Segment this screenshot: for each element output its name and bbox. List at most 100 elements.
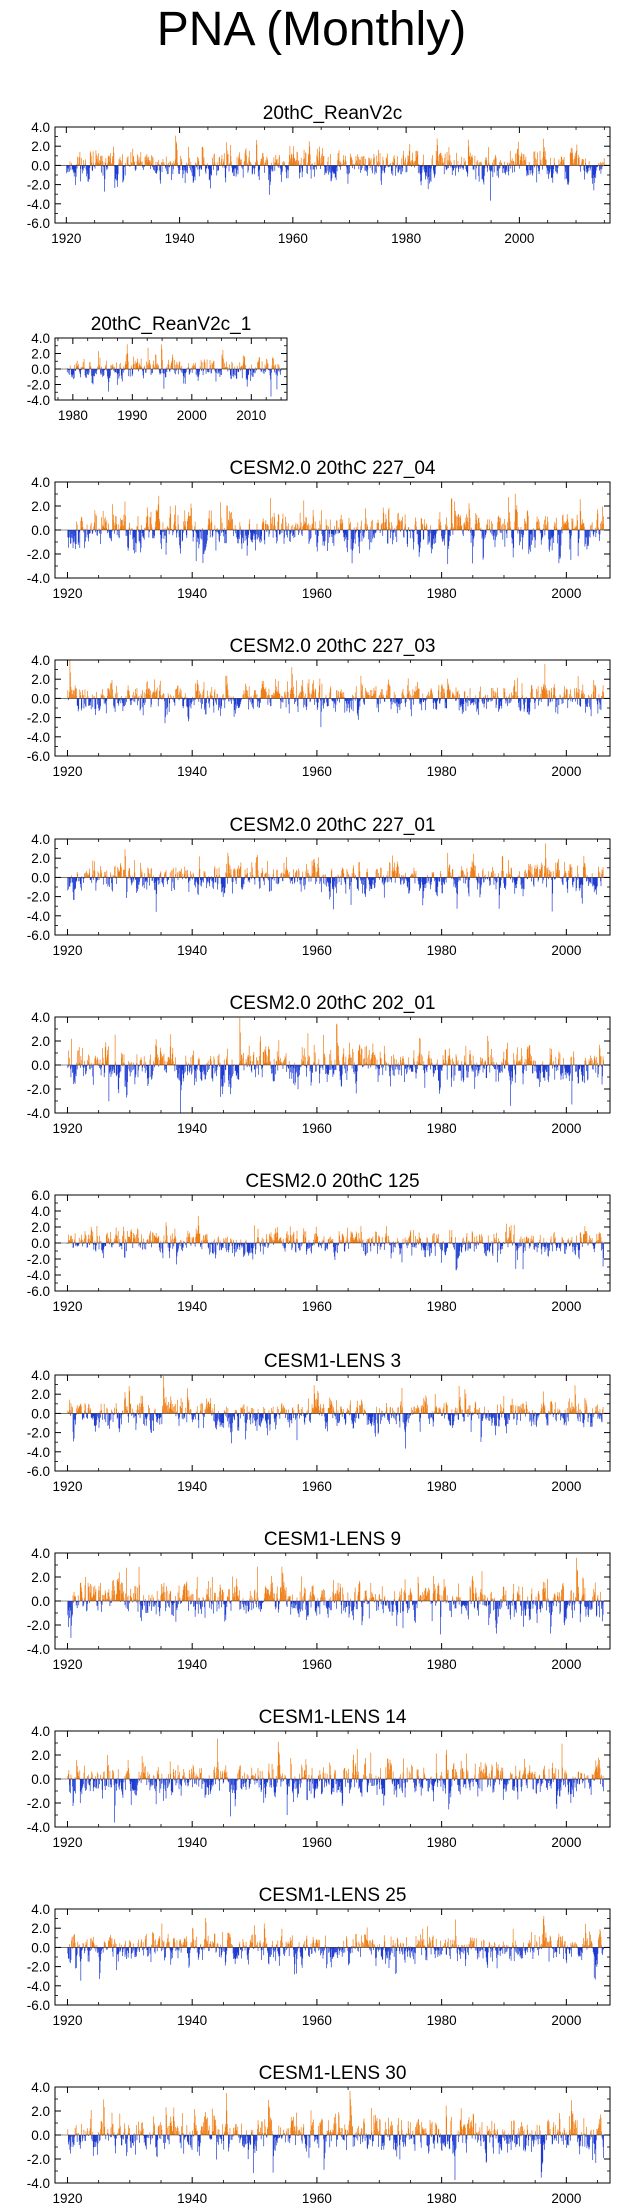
data-bar <box>116 530 118 536</box>
data-bar <box>92 151 94 166</box>
data-bar <box>199 165 201 170</box>
data-bar <box>344 530 346 540</box>
data-bar <box>460 876 462 878</box>
data-bar <box>245 530 247 536</box>
data-bar <box>402 877 403 880</box>
data-bar <box>340 689 342 699</box>
data-bar <box>585 530 587 538</box>
data-bar <box>333 530 335 546</box>
data-bar <box>347 165 349 184</box>
data-bar <box>257 165 259 177</box>
data-bar <box>449 689 451 699</box>
data-bar <box>104 165 105 192</box>
data-bar <box>165 369 166 378</box>
data-bar <box>196 690 198 699</box>
data-bar <box>561 877 563 883</box>
data-bar <box>321 153 323 166</box>
data-bar <box>289 877 291 884</box>
data-bar <box>359 159 361 166</box>
data-bar <box>369 530 371 543</box>
data-bar <box>583 523 585 530</box>
data-bar <box>514 877 516 886</box>
data-bar <box>474 165 475 167</box>
data-bar <box>109 530 110 538</box>
data-bar <box>167 527 169 530</box>
data-bar <box>376 876 378 878</box>
data-bar <box>588 530 590 537</box>
data-bar <box>453 693 454 699</box>
data-bar <box>512 695 514 699</box>
data-bar <box>143 530 145 539</box>
data-bar <box>549 698 551 703</box>
data-bar <box>231 363 233 369</box>
data-bar <box>444 530 445 546</box>
data-bar <box>108 530 110 533</box>
data-bar <box>203 369 204 371</box>
data-bar <box>174 698 175 703</box>
data-bar <box>234 165 236 169</box>
data-bar <box>353 865 354 878</box>
data-bar <box>235 165 237 177</box>
data-bar <box>191 507 192 530</box>
data-bar <box>392 162 394 166</box>
data-bar <box>242 877 244 888</box>
data-bar <box>190 515 191 530</box>
data-bar <box>444 530 446 535</box>
data-bar <box>568 698 570 700</box>
data-bar <box>106 165 108 171</box>
data-bar <box>123 698 125 707</box>
data-bar <box>502 530 504 540</box>
data-bar <box>260 369 262 372</box>
data-bar <box>565 873 567 878</box>
data-bar <box>603 516 604 530</box>
data-bar <box>253 694 255 699</box>
data-bar <box>478 873 479 878</box>
data-bar <box>144 157 146 166</box>
data-bar <box>143 530 145 540</box>
data-bar <box>425 698 427 702</box>
data-bar <box>494 877 495 880</box>
data-bar <box>177 872 178 878</box>
data-bar <box>495 692 496 699</box>
data-bar <box>559 530 560 557</box>
data-bar <box>218 698 220 705</box>
data-bar <box>521 530 522 535</box>
data-bar <box>432 530 433 550</box>
data-bar <box>254 690 255 699</box>
data-bar <box>258 698 259 702</box>
data-bar <box>392 530 393 545</box>
data-bar <box>487 519 489 530</box>
data-bar <box>221 877 223 888</box>
data-bar <box>313 516 314 530</box>
data-bar <box>257 870 259 878</box>
data-bar <box>72 369 74 376</box>
data-bar <box>100 693 102 699</box>
data-bar <box>524 160 525 166</box>
data-bar <box>229 522 231 530</box>
data-bar <box>159 684 161 699</box>
data-bar <box>118 871 120 878</box>
data-bar <box>85 530 86 542</box>
data-bar <box>557 861 559 878</box>
data-bar <box>106 696 108 699</box>
data-bar <box>170 162 172 166</box>
data-bar <box>533 530 535 538</box>
data-bar <box>293 869 294 878</box>
data-bar <box>233 698 235 717</box>
data-bar <box>553 876 555 878</box>
data-bar <box>571 518 573 530</box>
data-bar <box>510 160 512 166</box>
data-bar <box>485 877 486 880</box>
data-bar <box>190 165 192 167</box>
data-bar <box>546 688 547 699</box>
data-bar <box>493 690 494 699</box>
data-bar <box>555 698 557 713</box>
data-bar <box>416 526 417 530</box>
data-bar <box>174 514 175 530</box>
data-bar <box>314 521 316 530</box>
data-bar <box>248 151 250 166</box>
data-bar <box>73 695 75 699</box>
data-bar <box>573 528 575 530</box>
data-bar <box>219 697 221 699</box>
data-bar <box>307 162 309 166</box>
